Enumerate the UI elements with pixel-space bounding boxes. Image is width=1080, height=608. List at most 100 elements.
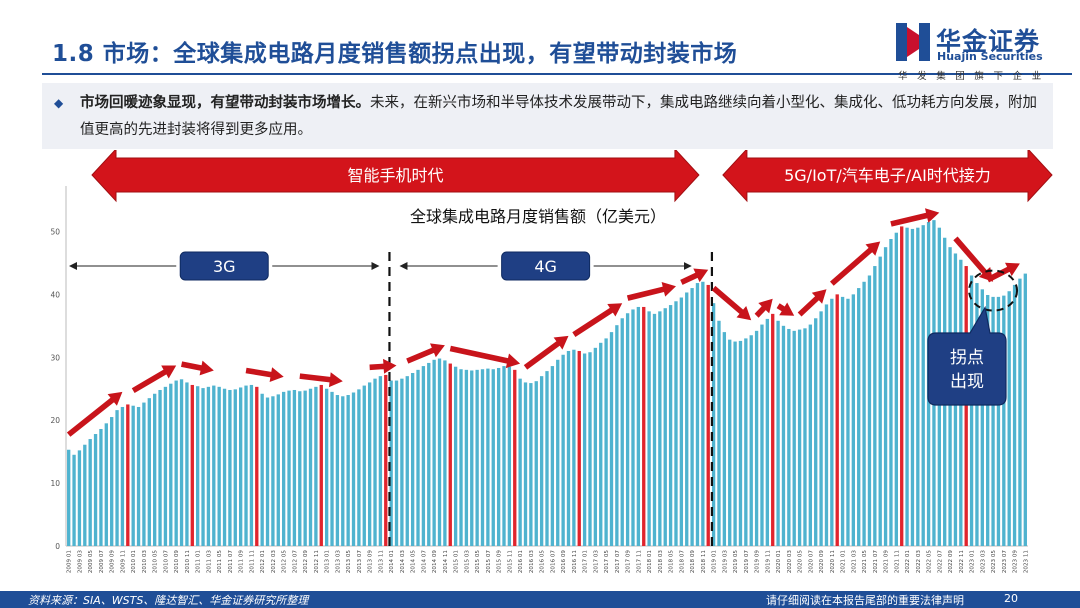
bar-2011-06 [222,388,227,546]
bar-2018-12 [706,284,710,546]
bar-2015-06 [480,369,485,546]
bar-2010-04 [147,398,151,546]
x-tick-label: 2019 11 [765,550,771,574]
bar-2012-01 [260,393,264,546]
bar-2014-04 [405,376,409,546]
x-tick-label: 2009 05 [88,550,94,574]
bar-2014-07 [421,366,426,546]
bar-2017-05 [604,338,608,546]
bar-2015-05 [475,369,479,546]
bar-2013-02 [330,391,334,546]
inflection-label-line2: 出现 [950,372,984,392]
trend-arrow [572,303,623,337]
bar-2016-06 [545,371,549,546]
bar-2020-02 [781,325,786,546]
x-tick-label: 2018 09 [690,550,696,574]
summary-lead: 市场回暖迹象显现，有望带动封装市场增长。 [80,95,370,111]
trend-arrow [626,282,676,301]
bar-2019-01 [711,303,716,546]
bar-2009-01 [67,449,71,546]
bar-2009-07 [99,428,103,546]
bar-2018-09 [690,288,694,546]
bar-2012-09 [303,390,307,546]
bar-2023-06 [996,296,1001,546]
bar-2022-12 [964,266,968,546]
bar-2023-09 [1012,284,1017,546]
bar-2011-10 [244,385,248,546]
trend-arrow [680,268,709,285]
x-tick-label: 2010 01 [131,550,137,574]
bar-2016-03 [529,383,533,546]
bar-2018-10 [695,283,700,546]
bar-2021-09 [883,247,888,546]
x-tick-label: 2009 09 [110,550,116,574]
bar-2020-12 [835,294,839,546]
bar-2015-07 [486,368,490,546]
bar-2011-04 [212,385,216,546]
bar-2009-04 [83,444,87,546]
bar-2018-07 [679,297,684,546]
bar-2012-02 [265,397,270,546]
bar-2018-08 [685,292,689,546]
bar-2023-01 [969,275,974,546]
trend-arrow [523,335,569,370]
x-tick-label: 2013 11 [378,550,384,574]
x-tick-label: 2014 07 [421,550,427,574]
x-tick-label: 2018 05 [669,550,675,574]
bar-2009-10 [115,410,119,546]
bar-2013-03 [335,395,340,546]
x-tick-label: 2017 01 [583,550,589,574]
x-tick-label: 2012 05 [282,550,288,574]
bar-2021-11 [894,232,898,546]
x-tick-label: 2011 05 [217,550,223,574]
trend-arrow [66,391,123,437]
bar-2016-07 [550,366,555,546]
source-note: 资料来源：SIA、WSTS、隆达智汇、华金证券研究所整理 [28,594,309,607]
bar-2013-06 [351,392,356,546]
bar-2011-03 [206,386,211,546]
bar-2019-02 [717,320,721,546]
bar-2010-09 [174,380,178,546]
bar-2011-05 [217,386,221,546]
ic-sales-chart: 智能手机时代 5G/IoT/汽车电子/AI时代接力 全球集成电路月度销售额（亿美元… [50,150,1053,574]
x-tick-label: 2011 07 [228,550,234,574]
x-tick-label: 2013 01 [325,550,331,574]
bar-2015-08 [491,369,495,546]
x-tick-label: 2011 01 [196,550,202,574]
bar-2018-06 [674,301,678,546]
bar-2013-11 [378,376,383,546]
bar-2010-05 [153,393,157,546]
bar-2009-08 [104,423,108,546]
bar-2018-05 [668,305,673,546]
bar-2012-03 [271,396,275,546]
bar-2016-04 [534,381,538,546]
trend-arrow [299,372,343,388]
bar-2020-04 [792,330,796,546]
bar-2010-07 [163,386,168,546]
bar-2016-05 [539,376,544,546]
bar-2021-12 [900,226,904,547]
bar-2012-11 [314,386,318,546]
bar-2017-06 [609,332,614,546]
bar-2011-01 [196,386,200,546]
x-tick-label: 2011 11 [249,550,255,574]
bar-2017-09 [625,313,630,546]
footer-bar: 资料来源：SIA、WSTS、隆达智汇、华金证券研究所整理 请仔细阅读在本报告尾部… [0,591,1080,608]
bar-2019-03 [722,332,727,546]
bar-2017-07 [615,325,619,546]
x-tick-label: 2015 09 [497,550,503,574]
x-tick-label: 2019 09 [755,550,761,574]
x-tick-label: 2022 09 [948,550,954,574]
bar-2015-11 [507,366,512,546]
bar-2015-12 [513,369,517,546]
x-tick-label: 2017 03 [593,550,599,574]
bar-2023-03 [980,289,984,546]
bar-2014-11 [443,360,447,546]
bar-2013-07 [357,389,361,546]
x-tick-label: 2020 07 [808,550,814,574]
bar-2016-01 [518,378,522,546]
bar-2010-12 [190,384,194,546]
x-tick-label: 2011 09 [239,550,245,574]
bar-2020-07 [808,324,812,546]
bar-2014-05 [410,373,415,546]
